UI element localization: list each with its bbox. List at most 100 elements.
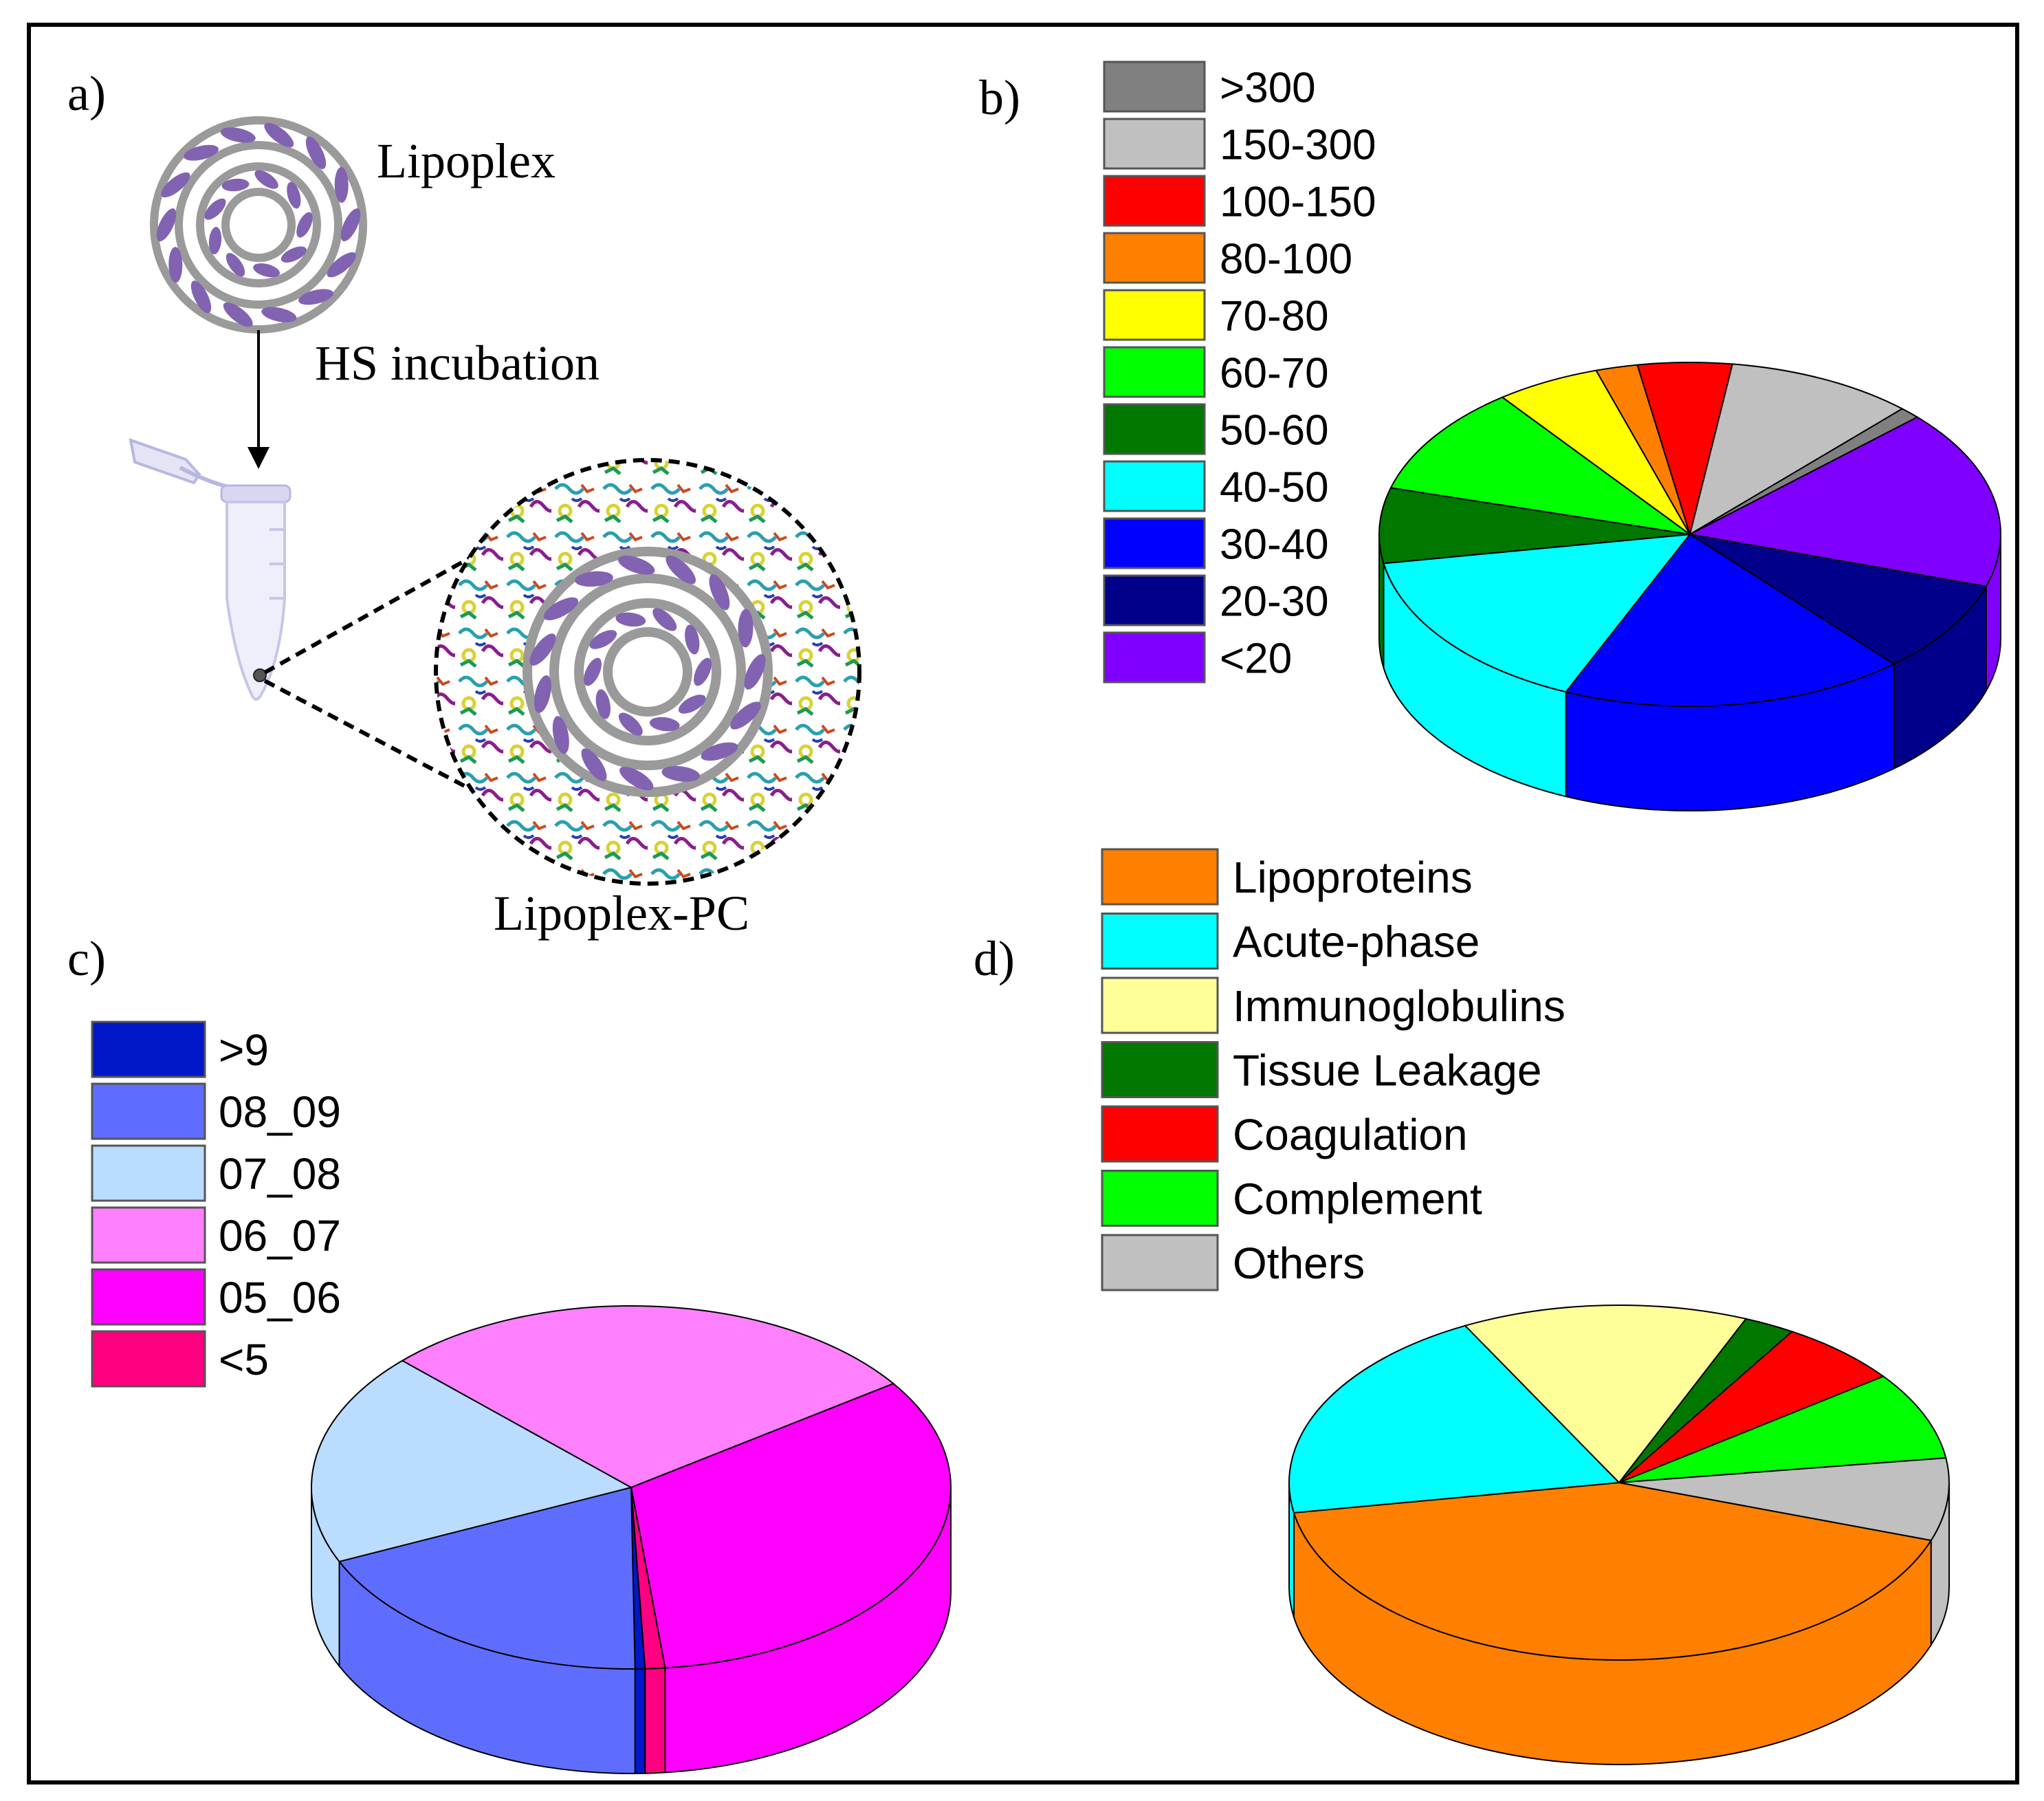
c-legend-label-05-06: 05_06	[219, 1273, 341, 1322]
panel-a-label: a)	[67, 66, 106, 121]
c-legend-label-08-09: 08_09	[219, 1087, 341, 1137]
pie-d-slice-complement	[1618, 1375, 1947, 1483]
d-legend-swatch-coagulation	[1101, 1105, 1219, 1163]
d-legend-label-lipoproteins: Lipoproteins	[1233, 853, 1473, 902]
lipid-shape	[666, 555, 696, 585]
pie-b-slice-150-300	[1689, 363, 1904, 536]
lipid-shape	[649, 717, 680, 732]
incubation-arrowhead	[248, 447, 270, 469]
lipoplex-label: Lipoplex	[377, 133, 556, 188]
zoom-line-bottom	[263, 679, 567, 841]
pie-b-slice-30-40	[1564, 533, 1895, 707]
lipid-shape	[334, 166, 349, 203]
b-legend-swatch-gt300	[1103, 61, 1206, 113]
b-legend-swatch-30-40	[1103, 517, 1206, 569]
lipid-shape	[543, 597, 578, 620]
pie-c-top	[310, 1305, 952, 1670]
lipid-shape	[619, 766, 654, 791]
d-legend-label-coagulation: Coagulation	[1233, 1110, 1468, 1159]
b-legend-label-70-80: 70-80	[1220, 292, 1329, 340]
d-legend-swatch-immunoglobulins	[1101, 976, 1219, 1034]
lipid-shape	[168, 247, 183, 283]
lipid-shape	[534, 675, 551, 713]
b-legend-swatch-80-100	[1103, 232, 1206, 284]
b-legend-label-gt300: >300	[1220, 64, 1316, 111]
lipid-shape	[296, 212, 313, 238]
lipid-shape	[253, 263, 281, 278]
pie-b-slice-20-30	[1689, 534, 1988, 665]
lipid-shape	[220, 127, 256, 143]
d-legend-label-acute-phase: Acute-phase	[1233, 917, 1480, 967]
lipid-shape	[190, 281, 212, 314]
pie-d-slice-acute-phase	[1288, 1324, 1621, 1514]
c-legend-label-06-07: 06_07	[219, 1211, 341, 1260]
lipid-shape	[340, 208, 361, 241]
b-legend-label-30-40: 30-40	[1220, 521, 1329, 568]
lipid-shape	[661, 765, 701, 782]
lipid-shape	[226, 252, 245, 277]
pie-b-slice-60-70	[1389, 396, 1691, 535]
b-legend-swatch-60-70	[1103, 346, 1206, 398]
lipid-shape	[327, 252, 356, 278]
pie-c-slice-07-08	[310, 1360, 633, 1562]
legend-c: >9 08_09 07_08 06_07 05_06 <5	[91, 1020, 341, 1388]
lipid-shape	[529, 633, 556, 666]
pie-b-slice-50-60	[1378, 487, 1691, 565]
lipid-shape	[254, 170, 278, 189]
lipid-layer-outer	[156, 122, 361, 327]
c-legend-swatch-lt5	[91, 1330, 206, 1388]
lipid-shape	[581, 748, 607, 781]
b-legend-label-40-50: 40-50	[1220, 463, 1329, 511]
lipid-shape	[298, 289, 333, 305]
d-legend-label-others: Others	[1233, 1238, 1365, 1288]
b-legend-swatch-70-80	[1103, 289, 1206, 341]
pie-c-slice-lt5	[630, 1487, 666, 1670]
lipid-layer-inner	[204, 170, 313, 278]
d-legend-swatch-lipoproteins	[1101, 848, 1219, 906]
b-legend-swatch-150-300	[1103, 118, 1206, 170]
lipid-shape	[287, 182, 301, 209]
b-legend-swatch-50-60	[1103, 403, 1206, 455]
d-legend-swatch-others	[1101, 1234, 1219, 1291]
legend-b: >300 150-300 100-150 80-100 70-80 60-70 50-60 4…	[1103, 61, 1376, 684]
pie-c-side-lt5	[644, 1667, 666, 1774]
pie-d-slice-immunoglobulins	[1464, 1305, 1748, 1484]
lipid-shape	[589, 630, 617, 649]
corona-lipid-layer-outer	[529, 555, 766, 791]
corona-lipid-layer-inner	[584, 608, 712, 736]
b-legend-label-50-60: 50-60	[1220, 406, 1329, 454]
c-legend-label-gt9: >9	[219, 1025, 269, 1075]
b-legend-label-150-300: 150-300	[1220, 121, 1376, 168]
pie-d-slice-coagulation	[1618, 1331, 1885, 1483]
pie-d-slice-lipoproteins	[1293, 1481, 1933, 1661]
lipid-shape	[652, 608, 677, 631]
lipid-shape	[615, 612, 646, 627]
b-legend-swatch-100-150	[1103, 175, 1206, 227]
b-legend-label-60-70: 60-70	[1220, 349, 1329, 397]
lipid-shape	[552, 716, 569, 754]
pie-d-top	[1288, 1305, 1950, 1661]
tube-icon	[129, 437, 292, 701]
b-legend-label-20-30: 20-30	[1220, 578, 1329, 625]
lipid-shape	[694, 657, 712, 686]
b-legend-label-100-150: 100-150	[1220, 178, 1376, 226]
lipid-shape	[685, 624, 700, 655]
d-legend-swatch-complement	[1101, 1170, 1219, 1227]
panel-b-label: b)	[979, 70, 1020, 125]
figure-border	[27, 23, 2019, 1784]
lipid-shape	[617, 556, 655, 575]
lipid-shape	[204, 198, 226, 220]
lipid-shape	[281, 246, 307, 263]
lipid-shape	[261, 307, 297, 323]
lipoplex-pc-label: Lipoplex-PC	[494, 886, 749, 941]
pie-b-sides	[1378, 534, 2001, 811]
pie-d-slice-others	[1618, 1457, 1950, 1542]
lipid-shape	[161, 172, 190, 198]
lipid-shape	[305, 136, 327, 169]
lipid-shape	[744, 654, 766, 690]
b-legend-label-80-100: 80-100	[1220, 235, 1352, 283]
b-legend-swatch-40-50	[1103, 460, 1206, 512]
c-legend-swatch-06-07	[91, 1206, 206, 1264]
c-legend-swatch-gt9	[91, 1020, 206, 1078]
